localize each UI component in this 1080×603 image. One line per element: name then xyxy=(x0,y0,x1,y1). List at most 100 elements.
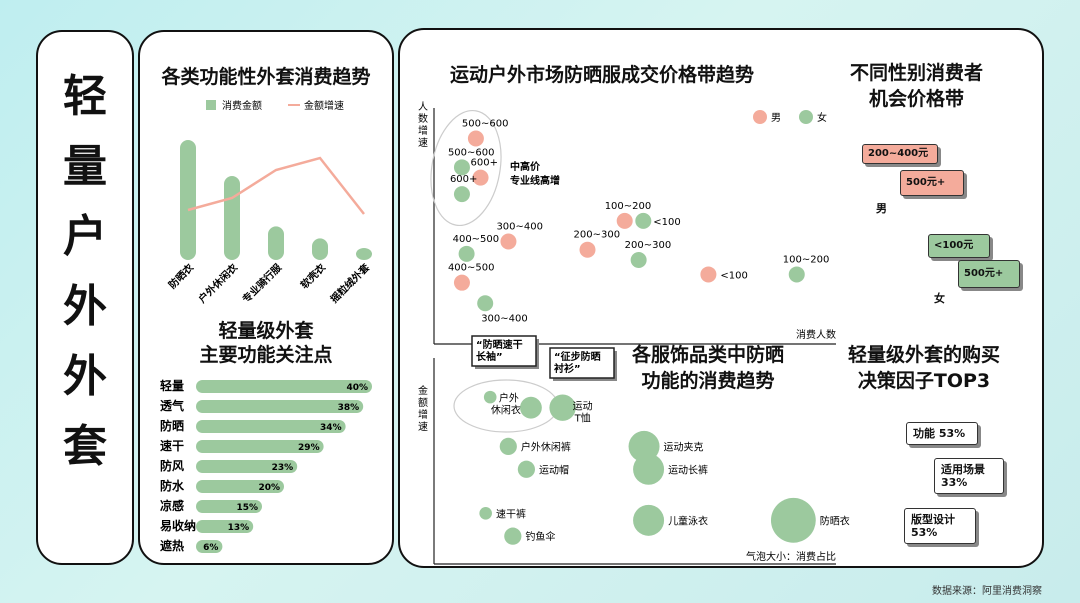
scatter-point xyxy=(453,186,470,203)
gender-title-line2: 机会价格带 xyxy=(869,88,965,110)
bubble-title-line1: 各服饰品类中防晒 xyxy=(632,344,785,366)
legend-label-amount: 消费金额 xyxy=(222,99,262,112)
callout-box xyxy=(549,347,615,379)
scatter-point-label: 100~200 xyxy=(783,254,830,265)
bubble-label: 速干裤 xyxy=(496,507,526,520)
bar-category-label: 透气 xyxy=(160,398,184,413)
scatter-point xyxy=(788,266,805,283)
scatter-point xyxy=(467,130,484,147)
bar-category-label: 遮热 xyxy=(160,538,184,553)
trend-chart-title: 各类功能性外套消费趋势 xyxy=(161,66,371,88)
factor-1: 功能 53% xyxy=(906,422,978,445)
bar-category-label: 防晒 xyxy=(160,418,184,433)
bubble-point xyxy=(770,497,816,543)
bubble-point xyxy=(633,453,665,485)
title-char: 轻 xyxy=(63,71,107,122)
male-tag-2: 500元+ xyxy=(900,170,964,196)
y-axis-label-char: 增 xyxy=(418,124,428,137)
scatter-point-label: 300~400 xyxy=(481,313,528,324)
bubble-label: 运动长裤 xyxy=(668,463,708,476)
bar-category-label: 凉感 xyxy=(160,498,184,513)
bubble-label: 休闲衣 xyxy=(491,404,521,417)
price-band-title: 运动户外市场防晒服成交价格带趋势 xyxy=(450,64,755,86)
bubble-point xyxy=(479,506,492,520)
size-note: 气泡大小：消费占比 xyxy=(746,550,836,563)
scatter-point xyxy=(453,274,470,291)
factor-title-line1: 轻量级外套的购买 xyxy=(848,344,1001,366)
y-axis-label-char: 数 xyxy=(418,112,428,125)
scatter-point-label: 300~400 xyxy=(496,221,543,232)
bar-value-label: 34% xyxy=(320,423,342,433)
legend-dot-male xyxy=(753,110,767,124)
legend-dot-female xyxy=(799,110,813,124)
legend-swatch-amount xyxy=(206,100,216,110)
factor-2: 适用场景 33% xyxy=(934,458,1004,494)
bar-category-label: 防水 xyxy=(160,478,185,493)
bar-category-label: 防风 xyxy=(160,458,184,473)
scatter-point xyxy=(477,295,494,312)
factor-3: 版型设计 53% xyxy=(904,508,976,544)
bar-amount xyxy=(268,226,284,260)
x-tick-label: 专业骑行服 xyxy=(240,260,285,305)
y-axis-label-char: 金 xyxy=(418,384,428,397)
line-growth xyxy=(187,156,365,215)
bar-value-label: 40% xyxy=(346,383,368,393)
callout-box xyxy=(471,335,537,367)
callout-text: “征步防晒 xyxy=(554,350,601,363)
title-char: 外 xyxy=(63,281,107,332)
scatter-point xyxy=(458,245,475,262)
factor-title: 轻量级外套的购买 决策因子TOP3 xyxy=(848,342,1000,394)
scatter-point xyxy=(500,233,517,250)
scatter-point-label: 500~600 xyxy=(462,118,509,129)
scatter-point-label: 200~300 xyxy=(574,230,621,241)
scatter-point xyxy=(700,266,717,283)
bar-value-label: 23% xyxy=(272,463,294,473)
focus-chart-title: 轻量级外套 主要功能关注点 xyxy=(140,319,392,367)
bar-amount xyxy=(180,140,196,260)
scatter-point-label: 400~500 xyxy=(453,234,500,245)
focus-chart: 轻量 40% 透气 38% 防晒 34% 速干 29% 防风 23% 防水 20% 凉感 15% 易收纳 13… xyxy=(160,378,372,553)
bar-value-label: 29% xyxy=(298,443,320,453)
scatter-point xyxy=(579,241,596,258)
female-tag-2: 500元+ xyxy=(958,260,1020,288)
bubble-label: 钓鱼伞 xyxy=(525,530,555,543)
bubble-label: 儿童泳衣 xyxy=(668,514,708,527)
right-panel: 运动户外市场防晒服成交价格带趋势 人数增速消费人数男女中高价 专业线高增 500~6… xyxy=(398,28,1044,568)
female-label: 女 xyxy=(934,292,945,305)
scatter-point-label: <100 xyxy=(720,270,747,281)
bubble-label: T恤 xyxy=(574,412,591,425)
bubble-label: 户外休闲裤 xyxy=(521,440,571,453)
title-char: 外 xyxy=(63,351,107,402)
bubble-point xyxy=(504,527,522,545)
bubble-label: 防晒衣 xyxy=(820,514,850,527)
bubble-label: 运动帽 xyxy=(539,463,569,476)
bubble-label: 运动 xyxy=(573,401,593,413)
scatter-point xyxy=(635,212,652,229)
bubble-label: 户外 xyxy=(499,392,519,405)
bar-focus xyxy=(196,480,284,493)
bar-amount xyxy=(312,238,328,260)
annotation-line2: 专业线高增 xyxy=(510,174,560,187)
bar-focus xyxy=(196,420,346,433)
x-tick-label: 防晒衣 xyxy=(166,261,196,291)
x-tick-label: 户外休闲衣 xyxy=(195,261,240,306)
bar-category-label: 易收纳 xyxy=(160,518,196,533)
y-axis-label-char: 速 xyxy=(418,421,428,433)
bubble-title: 各服饰品类中防晒 功能的消费趋势 xyxy=(632,342,784,394)
y-axis-label-char: 速 xyxy=(418,137,428,149)
y-axis-label-char: 人 xyxy=(418,101,428,113)
bubble-point xyxy=(499,437,517,455)
scatter-point-label: 400~500 xyxy=(448,263,495,274)
gender-title: 不同性别消费者 机会价格带 xyxy=(850,60,983,112)
bubble-label: 运动夹克 xyxy=(664,440,704,453)
legend-label-male: 男 xyxy=(771,112,781,124)
callout-text: “防晒速干 xyxy=(476,338,523,351)
cluster-ellipse xyxy=(430,109,502,227)
bubble-title-line2: 功能的消费趋势 xyxy=(641,370,775,392)
legend-label-female: 女 xyxy=(817,111,827,124)
male-label: 男 xyxy=(876,202,887,215)
scatter-point-label: 600+ xyxy=(471,158,498,169)
y-axis-label-char: 额 xyxy=(418,396,428,409)
bubble-chart: 金额增速消费金额气泡大小：消费占比户外休闲衣运动T恤户外休闲裤运动夹克运动帽运动… xyxy=(418,335,850,565)
title-char: 套 xyxy=(63,421,107,472)
